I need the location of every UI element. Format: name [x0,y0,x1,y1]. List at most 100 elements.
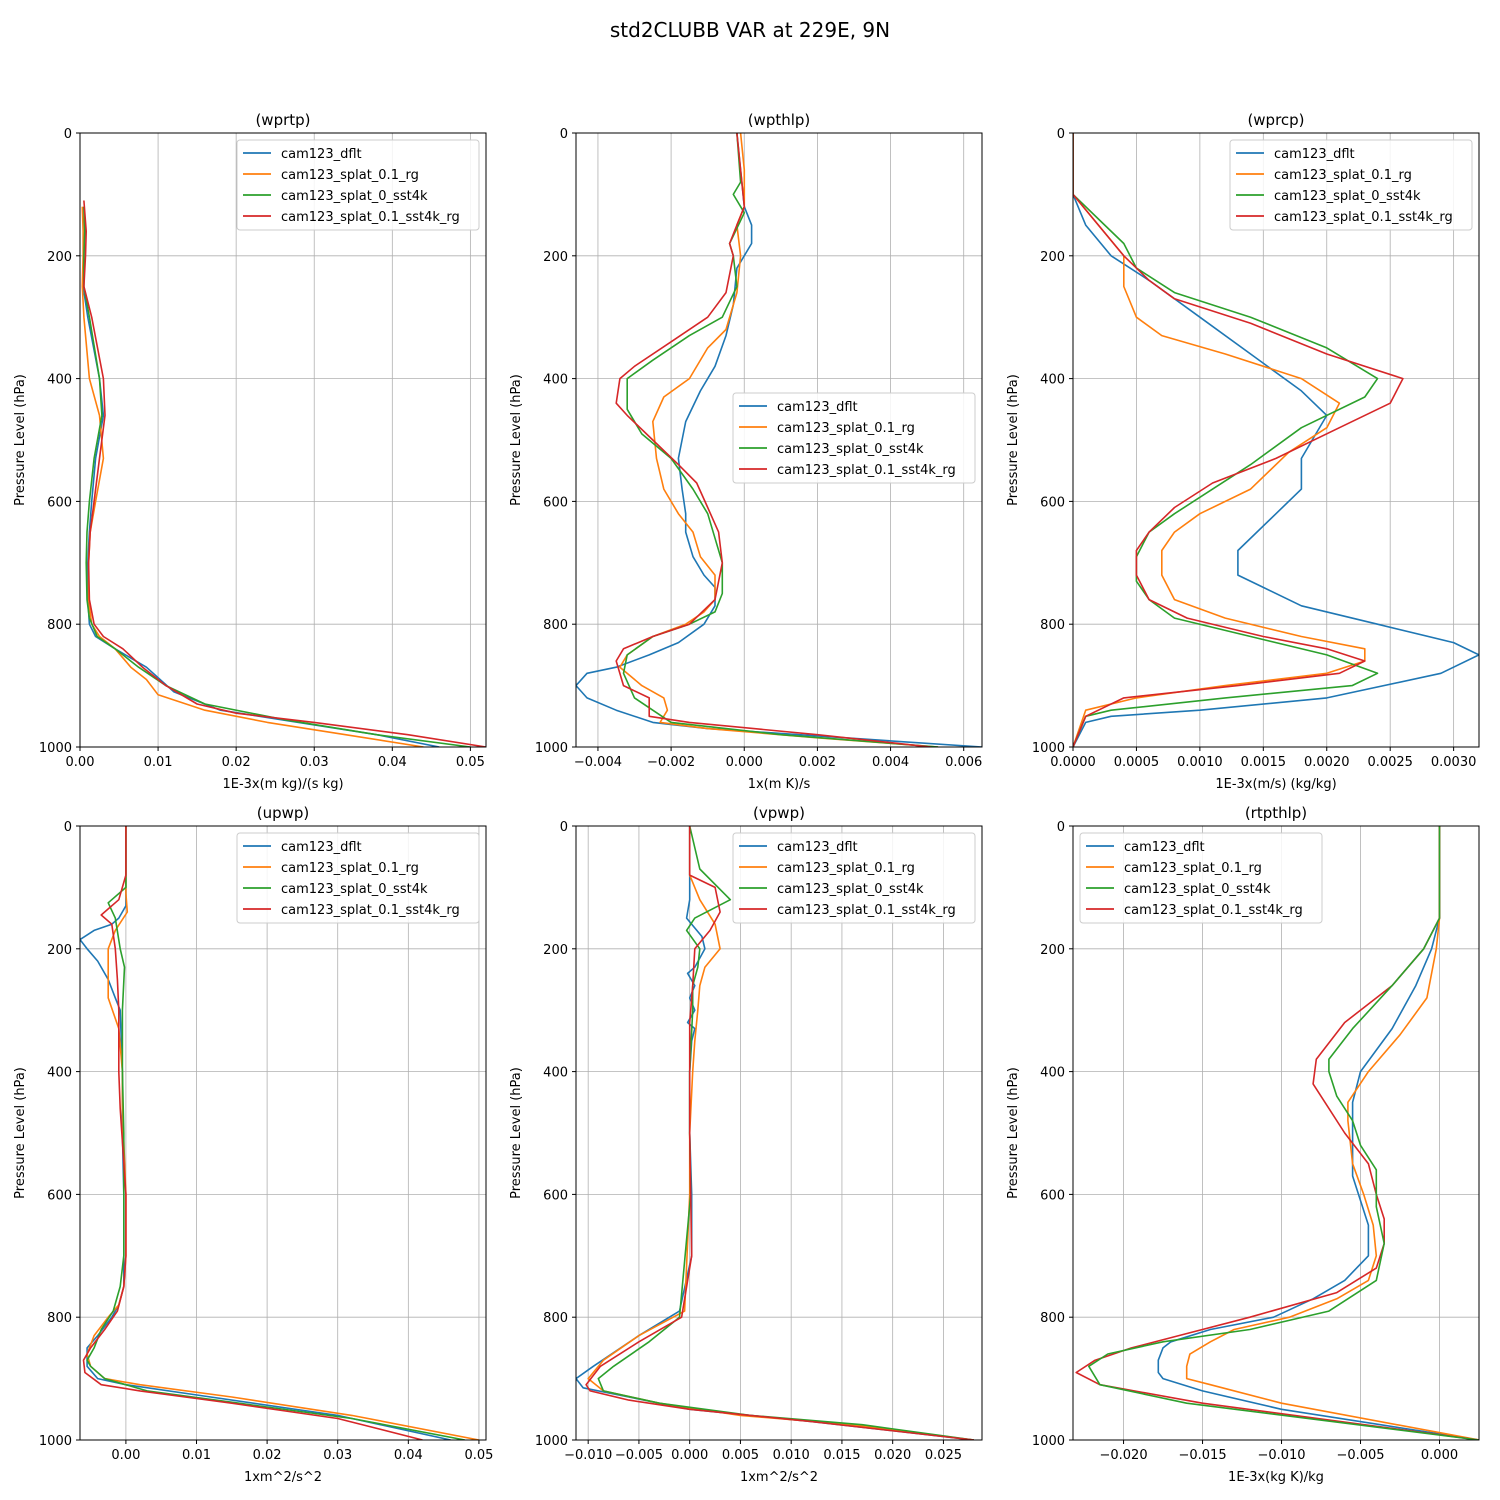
x-tick-label: −0.004 [574,755,622,770]
legend-box [732,392,976,484]
y-axis-label: Pressure Level (hPa) [13,374,28,506]
subplot-1: −0.004 −0.002 0.000 0.002 0.004 0.006 0 200 400 6… [509,111,983,792]
subplot-title: (wprcp) [1247,111,1304,129]
axes-frame [79,132,487,748]
y-tick-label: 0 [1057,820,1065,835]
subplot-title: (rtpthlp) [1245,804,1307,822]
legend: cam123_dflt cam123_splat_0.1_rg cam123_spl… [1229,139,1473,231]
legend-label: cam123_splat_0_sst4k [777,882,924,897]
legend-label: cam123_splat_0.1_rg [281,168,419,183]
x-tick-label: 0.004 [872,755,909,770]
legend-label: cam123_splat_0.1_rg [1124,861,1262,876]
series-line-cam123_dflt [576,133,982,747]
y-tick-label: 200 [47,250,72,265]
series-line-cam123_splat_0.1_sst4k_rg [82,826,423,1440]
subplot-0: 0.00 0.01 0.02 0.03 0.04 0.05 0 200 400 600 800 100… [13,111,487,792]
x-tick-label: 0.006 [945,755,982,770]
x-tick-label: 0.01 [144,755,173,770]
x-tick-label: 0.002 [799,755,836,770]
legend-label: cam123_splat_0.1_rg [281,861,419,876]
series-group [576,133,982,747]
y-tick-label: 1000 [535,741,568,756]
y-axis-label: Pressure Level (hPa) [13,1067,28,1199]
subplot-title: (wpthlp) [748,111,811,129]
y-tick-label: 600 [543,1188,568,1203]
legend-label: cam123_dflt [777,400,858,415]
x-tick-label: −0.010 [564,1448,612,1463]
legend: cam123_dflt cam123_splat_0.1_rg cam123_spl… [236,139,480,231]
legend-label: cam123_splat_0.1_sst4k_rg [281,210,460,225]
series-line-cam123_splat_0.1_sst4k_rg [615,133,931,747]
y-tick-label: 200 [47,943,72,958]
x-tick-label: 0.0025 [1367,755,1413,770]
figure-title: std2CLUBB VAR at 229E, 9N [610,18,890,42]
legend-label: cam123_dflt [1274,147,1355,162]
x-axis-label: 1E-3x(kg K)/kg [1228,1470,1324,1485]
y-tick-label: 1000 [535,1434,568,1449]
legend-label: cam123_splat_0.1_sst4k_rg [1274,210,1453,225]
x-tick-label: 0.02 [222,755,251,770]
y-axis-label: Pressure Level (hPa) [1006,1067,1021,1199]
legend-box [732,832,976,924]
subplot-title: (wprtp) [255,111,310,129]
y-tick-label: 0 [64,820,72,835]
x-tick-label: 0.0010 [1177,755,1223,770]
legend-label: cam123_splat_0.1_sst4k_rg [777,463,956,478]
x-tick-label: 0.01 [182,1448,211,1463]
y-tick-label: 200 [543,943,568,958]
subplot-4: −0.010 −0.005 0.000 0.005 0.010 0.015 0.020 0.0… [509,804,983,1485]
series-line-cam123_splat_0.1_rg [1073,133,1366,747]
x-tick-label: 0.05 [456,755,485,770]
series-line-cam123_splat_0.1_sst4k_rg [1075,826,1479,1440]
series-line-cam123_splat_0.1_sst4k_rg [1073,133,1404,747]
legend-box [1079,832,1323,924]
legend-label: cam123_splat_0.1_rg [1274,168,1412,183]
legend-label: cam123_splat_0_sst4k [777,442,924,457]
x-tick-label: −0.005 [615,1448,663,1463]
y-tick-label: 1000 [39,1434,72,1449]
x-tick-label: 0.0005 [1114,755,1160,770]
y-tick-label: 1000 [39,741,72,756]
x-tick-label: 0.0030 [1431,755,1477,770]
axes-frame [1072,132,1480,748]
series-line-cam123_dflt [1157,826,1479,1440]
axes-frame [1072,825,1480,1441]
legend-label: cam123_splat_0.1_sst4k_rg [1124,903,1303,918]
x-tick-label: 0.04 [378,755,407,770]
legend-label: cam123_splat_0.1_sst4k_rg [777,903,956,918]
y-tick-label: 200 [543,250,568,265]
x-tick-label: 0.0015 [1241,755,1287,770]
legend: cam123_dflt cam123_splat_0.1_rg cam123_spl… [1079,832,1323,924]
y-axis-label: Pressure Level (hPa) [1006,374,1021,506]
legend: cam123_dflt cam123_splat_0.1_rg cam123_spl… [732,392,976,484]
x-axis-label: 1E-3x(m kg)/(s kg) [222,777,343,792]
subplot-2: 0.0000 0.0005 0.0010 0.0015 0.0020 0.0025 0.00… [1006,111,1480,792]
y-tick-label: 800 [47,1311,72,1326]
legend-label: cam123_splat_0.1_rg [777,421,915,436]
x-tick-label: 0.000 [671,1448,708,1463]
x-axis-label: 1x(m K)/s [748,777,811,792]
x-tick-label: 0.03 [300,755,329,770]
y-tick-label: 400 [1040,373,1065,388]
y-tick-label: 400 [47,1066,72,1081]
legend-label: cam123_splat_0_sst4k [1274,189,1421,204]
y-tick-label: 600 [1040,1188,1065,1203]
legend: cam123_dflt cam123_splat_0.1_rg cam123_spl… [732,832,976,924]
y-tick-label: 400 [543,1066,568,1081]
subplot-5: −0.020 −0.015 −0.010 −0.005 0.000 0 200 400 600 8… [1006,804,1480,1485]
x-tick-label: −0.002 [647,755,695,770]
y-axis-label: Pressure Level (hPa) [509,1067,524,1199]
axes-frame [79,825,487,1441]
y-tick-label: 1000 [1032,1434,1065,1449]
legend-label: cam123_dflt [281,840,362,855]
x-tick-label: 0.00 [66,755,95,770]
y-tick-label: 800 [1040,1311,1065,1326]
y-tick-label: 800 [543,1311,568,1326]
x-tick-label: 0.0000 [1050,755,1096,770]
x-tick-label: 0.04 [394,1448,423,1463]
series-group [576,826,975,1440]
legend-label: cam123_dflt [1124,840,1205,855]
x-axis-label: 1E-3x(m/s) (kg/kg) [1215,777,1336,792]
